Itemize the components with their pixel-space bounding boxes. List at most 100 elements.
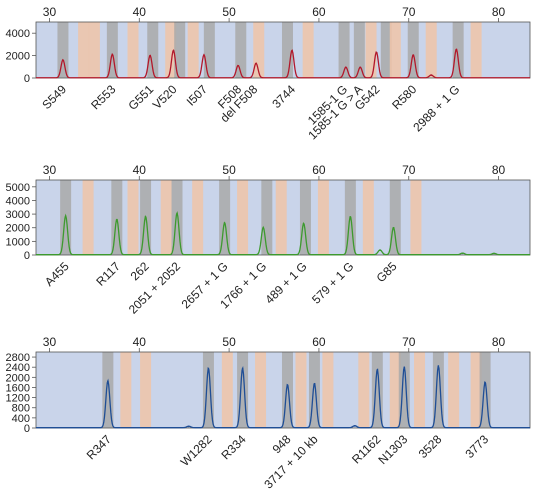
mutation-label: A455 xyxy=(42,259,72,289)
peak-point xyxy=(403,366,406,369)
peak-point xyxy=(223,222,226,224)
x-tick-label: 50 xyxy=(222,335,236,349)
y-tick-label: 2000 xyxy=(6,372,30,384)
mutation-label: S549 xyxy=(39,82,69,112)
y-tick-label: 0 xyxy=(24,73,30,85)
peak-point xyxy=(437,365,440,367)
peak-point xyxy=(237,64,239,67)
peak-point xyxy=(176,212,178,215)
bin-stripe xyxy=(174,22,186,78)
bin-stripe xyxy=(302,22,314,78)
signal-trace xyxy=(36,365,530,429)
bin-stripe xyxy=(160,180,172,255)
y-tick-label: 1000 xyxy=(6,236,30,248)
mutation-label: R553 xyxy=(88,82,118,112)
bin-stripe xyxy=(253,22,265,78)
bin-stripe xyxy=(365,22,377,78)
plot-frame xyxy=(35,351,531,429)
bin-stripe xyxy=(448,352,460,428)
bin-stripe xyxy=(235,22,247,78)
bin-stripe xyxy=(261,180,273,255)
x-tick-label: 40 xyxy=(133,163,147,177)
x-tick-label: 30 xyxy=(43,163,57,177)
bin-stripe xyxy=(111,180,123,255)
mutation-label: R117 xyxy=(93,259,123,289)
peak-point xyxy=(430,74,433,76)
bin-stripe xyxy=(57,22,69,78)
bin-stripe xyxy=(127,22,139,78)
mutation-label: 489 + 1 G xyxy=(262,259,309,306)
x-tick-label: 70 xyxy=(402,335,416,349)
bin-stripe xyxy=(353,22,365,78)
y-tick-label: 1200 xyxy=(6,393,30,405)
signal-trace xyxy=(36,211,530,256)
peak-point xyxy=(493,252,495,255)
bin-stripe xyxy=(203,22,215,78)
peak-point xyxy=(111,53,114,56)
bin-stripe xyxy=(410,180,422,255)
x-tick-label: 30 xyxy=(43,5,57,19)
peak-point xyxy=(349,216,352,218)
bin-stripe xyxy=(338,22,350,78)
bin-stripe xyxy=(78,22,90,78)
y-tick-label: 4000 xyxy=(6,195,30,207)
bin-stripe xyxy=(102,352,114,428)
mutation-label: 262 xyxy=(128,259,152,283)
bin-stripe xyxy=(88,22,100,78)
y-tick-label: 0 xyxy=(24,250,30,262)
peak-point xyxy=(354,425,356,427)
x-tick-label: 40 xyxy=(133,335,147,349)
mutation-label: I507 xyxy=(184,82,211,109)
bin-stripe xyxy=(371,352,383,428)
peak-point xyxy=(345,66,347,69)
bin-stripe xyxy=(275,180,287,255)
peak-point xyxy=(241,367,244,370)
y-tick-label: 1600 xyxy=(6,382,30,394)
y-tick-label: 2000 xyxy=(6,51,30,63)
peak-point xyxy=(359,66,362,69)
peak-point xyxy=(392,226,395,229)
x-tick-label: 60 xyxy=(312,163,326,177)
bin-stripe xyxy=(281,352,293,428)
y-tick-label: 4000 xyxy=(6,28,30,40)
bin-stripe xyxy=(237,352,249,428)
mutation-label: R347 xyxy=(84,432,114,462)
bin-stripe xyxy=(308,352,320,428)
bin-stripe xyxy=(358,352,370,428)
signal-trace xyxy=(36,48,530,79)
mutation-label: 3744 xyxy=(269,82,298,111)
bin-stripe xyxy=(237,180,249,255)
x-tick-label: 40 xyxy=(133,5,147,19)
bin-stripe xyxy=(432,352,444,428)
bin-stripe xyxy=(317,180,329,255)
peak-point xyxy=(107,380,109,382)
peak-point xyxy=(64,215,67,217)
y-tick-label: 2800 xyxy=(6,352,30,364)
bin-stripe xyxy=(414,352,426,428)
peak-point xyxy=(376,368,379,371)
y-tick-label: 400 xyxy=(12,413,30,425)
bin-stripe xyxy=(398,352,410,428)
peak-point xyxy=(62,59,64,61)
bin-stripe xyxy=(140,352,152,428)
peak-point xyxy=(291,49,293,52)
y-tick-label: 0 xyxy=(24,423,30,435)
bin-stripe xyxy=(202,352,214,428)
x-tick-label: 70 xyxy=(402,163,416,177)
bin-stripe xyxy=(362,180,374,255)
mutation-label: 3773 xyxy=(462,432,491,461)
mutation-label: W1282 xyxy=(178,432,215,469)
bin-stripe xyxy=(147,22,159,78)
bin-stripe xyxy=(106,22,118,78)
bin-stripe xyxy=(255,352,267,428)
mutation-label: 579 + 1 G xyxy=(309,259,356,306)
peak-point xyxy=(313,382,316,385)
y-tick-label: 800 xyxy=(12,403,30,415)
bin-stripe xyxy=(470,352,482,428)
x-tick-label: 70 xyxy=(402,5,416,19)
x-tick-label: 80 xyxy=(492,335,506,349)
x-tick-label: 80 xyxy=(492,163,506,177)
peak-point xyxy=(302,222,305,225)
bin-stripe xyxy=(165,22,177,78)
